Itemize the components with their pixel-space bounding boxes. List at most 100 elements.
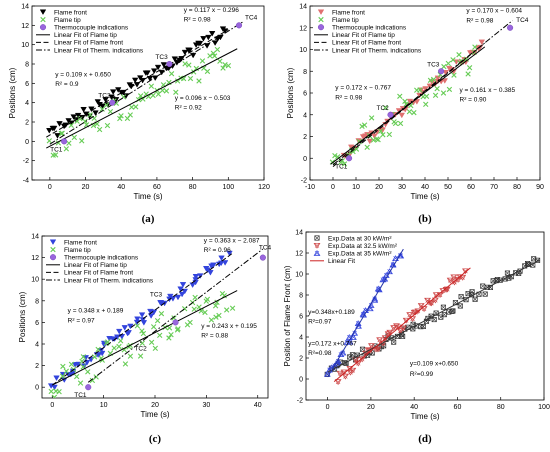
data-point (457, 303, 463, 309)
chart-panel-3: 0 10 20 30 40 0 2 4 6 8 10 12 14 Time (s) Positions (c… (18, 234, 272, 446)
data-point (434, 75, 442, 82)
fit-equation: R²=0.99 (410, 371, 434, 378)
data-point (223, 307, 230, 313)
data-point (451, 72, 457, 78)
data-point (134, 323, 141, 329)
legend-entry: Exp.Data at 32.5 kW/m² (313, 243, 398, 250)
data-point (116, 328, 123, 335)
data-point (171, 56, 179, 62)
data-point (414, 308, 422, 315)
y-tick-label: 6 (35, 320, 39, 327)
data-point (339, 157, 346, 164)
data-point (79, 358, 85, 364)
data-point (50, 125, 58, 132)
legend-marker (317, 9, 325, 15)
legend-label: Flame tip (332, 17, 359, 24)
data-point (127, 112, 133, 118)
data-point (406, 108, 413, 115)
y-tick-label: 4 (299, 335, 303, 342)
data-point (51, 384, 58, 391)
y-tick-label: 14 (299, 4, 307, 11)
thermocouple-label: TC3 (150, 291, 163, 298)
x-tick-label: 50 (444, 184, 452, 191)
fit-equation: y = 0.117 x − 0.296 (184, 7, 240, 14)
panel-caption: (b) (418, 213, 432, 225)
thermocouple-label: TC4 (516, 17, 529, 24)
data-point (417, 87, 423, 93)
y-tick-label: 8 (299, 293, 303, 300)
y-axis-label: Positions (cm) (286, 67, 295, 118)
data-point (220, 65, 226, 71)
legend-label: Linear Fit of Therm. indications (54, 47, 144, 54)
thermocouple-point (109, 99, 116, 106)
fit-line-solid (46, 48, 238, 149)
data-point (366, 138, 374, 145)
data-point (221, 28, 229, 34)
x-tick-label: 40 (254, 402, 262, 409)
data-point (397, 120, 404, 127)
data-point (400, 333, 406, 339)
data-point (420, 323, 426, 330)
x-tick-label: 100 (222, 184, 234, 191)
data-point (94, 99, 102, 105)
legend-label: Linear Fit of Flame tip (64, 262, 127, 269)
data-point (92, 110, 99, 116)
data-point (77, 380, 84, 386)
thermocouple-label: TC1 (50, 146, 63, 153)
data-point (472, 44, 478, 50)
data-point (432, 92, 439, 99)
y-tick-label: 0 (299, 377, 303, 384)
data-point (66, 140, 72, 146)
data-point (71, 134, 78, 141)
data-point (386, 131, 393, 138)
data-point (332, 152, 338, 159)
data-point (478, 39, 486, 46)
legend-label: Linear Fit of Flame front (54, 40, 123, 47)
data-point (374, 346, 382, 353)
legend-label: Thermocouple indications (64, 255, 139, 262)
y-tick-label: -4 (23, 178, 29, 185)
data-point (144, 70, 151, 76)
data-point (341, 373, 349, 380)
data-point (222, 61, 228, 68)
data-point (376, 337, 384, 344)
y-tick-label: 12 (21, 23, 29, 30)
data-point (431, 316, 437, 323)
data-point (423, 93, 430, 100)
data-point (208, 31, 216, 37)
data-point (456, 274, 464, 281)
x-tick-label: 60 (454, 404, 462, 411)
data-point (140, 320, 148, 326)
x-axis-label: Time (s) (410, 192, 439, 201)
data-point (402, 98, 408, 105)
y-tick-label: 2 (25, 120, 29, 127)
fit-line-dash (46, 29, 229, 138)
data-point (109, 336, 117, 343)
y-tick-label: 6 (299, 314, 303, 321)
fit-line-solid (327, 248, 404, 378)
panel-caption: (c) (149, 433, 162, 445)
data-point (160, 62, 168, 68)
x-tick-label: 40 (117, 184, 125, 191)
legend-entry: Thermocouple indications (49, 254, 139, 262)
legend-entry: Exp.Data at 30 kW/m² (314, 235, 392, 242)
data-point (150, 92, 156, 99)
data-point (150, 324, 157, 330)
legend-entry: Linear Fit of Therm. indications (46, 277, 154, 284)
legend-entry: Linear Fit of Flame front (46, 270, 133, 277)
thermocouple-point (507, 24, 514, 31)
data-point (211, 53, 218, 59)
y-tick-label: 10 (21, 42, 29, 49)
thermocouple-label: TC1 (74, 392, 87, 399)
fit-equation: y = 0.096 x − 0.503 (175, 95, 231, 102)
data-point (196, 41, 204, 47)
fit-line-dashdot (87, 248, 264, 383)
data-point (202, 309, 208, 316)
y-tick-label: 4 (25, 100, 29, 107)
legend-label: Linear Fit of Flame front (332, 40, 401, 47)
plot-area (323, 248, 541, 386)
panel-caption: (d) (418, 433, 432, 445)
data-point (192, 274, 200, 280)
data-point (392, 120, 399, 127)
